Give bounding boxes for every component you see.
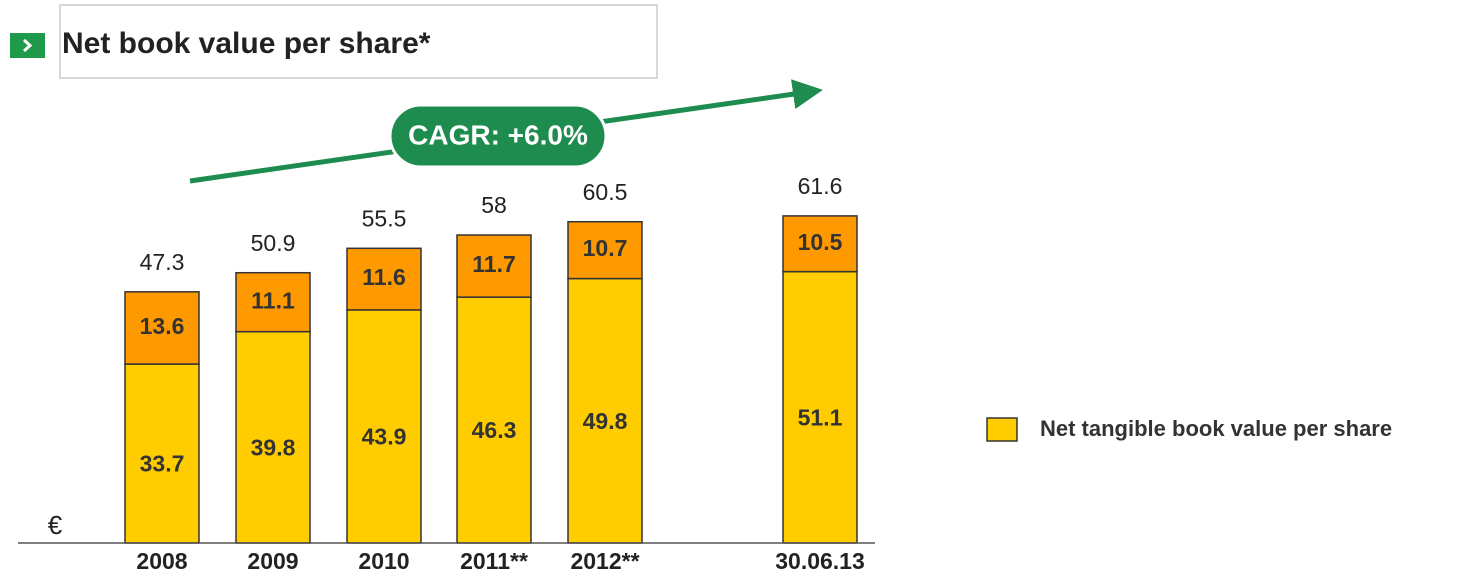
cagr-label: CAGR: +6.0% — [408, 119, 588, 150]
cagr-pill — [388, 103, 608, 169]
title-box — [59, 4, 658, 79]
legend-swatch — [986, 417, 1018, 442]
title-chevron — [22, 38, 33, 53]
value-label: 39.8 — [251, 434, 296, 460]
unit-label: € — [48, 510, 63, 540]
x-tick-label: 2010 — [358, 548, 409, 574]
value-label: 46.3 — [472, 417, 517, 443]
bar-segment — [346, 247, 422, 311]
title-icon — [10, 33, 45, 58]
value-label: 51.1 — [798, 404, 843, 430]
total-label: 61.6 — [798, 173, 843, 199]
value-label: 13.6 — [140, 313, 185, 339]
chart-title: Net book value per share* — [62, 27, 431, 60]
total-label: 55.5 — [362, 205, 407, 231]
value-label: 43.9 — [362, 424, 407, 450]
x-tick-label: 2012** — [570, 548, 639, 574]
total-label: 60.5 — [583, 179, 628, 205]
value-label: 11.7 — [472, 251, 516, 277]
x-tick-label: 30.06.13 — [775, 548, 865, 574]
bar-segment — [235, 271, 311, 333]
bar-segment — [456, 234, 532, 298]
value-label: 11.6 — [362, 264, 406, 290]
value-label: 49.8 — [583, 408, 628, 434]
value-label: 33.7 — [140, 451, 185, 477]
x-tick-label: 2009 — [247, 548, 298, 574]
bar-segment — [567, 277, 643, 544]
value-label: 10.7 — [583, 235, 628, 261]
total-label: 50.9 — [251, 230, 296, 256]
bar-segment — [124, 291, 200, 365]
value-label: 11.1 — [251, 287, 295, 313]
x-tick-label: 2008 — [136, 548, 187, 574]
x-tick-label: 2011** — [460, 548, 528, 574]
legend-label: Net tangible book value per share — [1040, 416, 1392, 441]
value-label: 10.5 — [798, 229, 843, 255]
bar-segment — [567, 220, 643, 280]
total-label: 58 — [481, 192, 507, 218]
total-label: 47.3 — [140, 249, 185, 275]
bar-segment — [456, 296, 532, 544]
bar-segment — [782, 215, 858, 273]
bar-segment — [782, 270, 858, 544]
